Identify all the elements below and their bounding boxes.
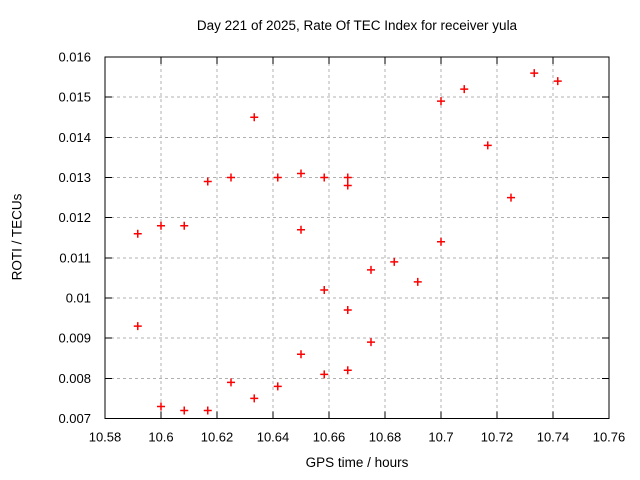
data-point-marker bbox=[343, 306, 352, 315]
x-tick-label: 10.66 bbox=[313, 430, 346, 445]
y-tick-label: 0.014 bbox=[58, 130, 91, 145]
data-point-marker bbox=[367, 265, 375, 274]
data-point-marker bbox=[227, 378, 235, 387]
x-tick-label: 10.68 bbox=[369, 430, 402, 445]
y-tick-label: 0.01 bbox=[66, 291, 91, 306]
x-tick-label: 10.62 bbox=[201, 430, 234, 445]
data-point-marker bbox=[133, 322, 142, 331]
data-point-marker bbox=[180, 406, 189, 415]
data-point-marker bbox=[413, 277, 422, 286]
data-point-marker bbox=[203, 177, 212, 186]
data-point-marker bbox=[297, 225, 305, 234]
x-tick-label: 10.64 bbox=[257, 430, 290, 445]
data-point-marker bbox=[273, 173, 282, 182]
y-tick-label: 0.007 bbox=[58, 411, 91, 426]
y-tick-label: 0.008 bbox=[58, 371, 91, 386]
data-point-marker bbox=[320, 173, 329, 182]
x-tick-label: 10.74 bbox=[537, 430, 570, 445]
data-point-marker bbox=[343, 366, 352, 375]
data-point-marker bbox=[343, 173, 352, 182]
data-point-marker bbox=[297, 350, 305, 359]
data-point-marker bbox=[507, 193, 515, 202]
y-tick-label: 0.013 bbox=[58, 170, 91, 185]
data-point-marker bbox=[367, 338, 375, 347]
x-tick-label: 10.76 bbox=[593, 430, 626, 445]
x-tick-label: 10.58 bbox=[89, 430, 122, 445]
y-tick-label: 0.016 bbox=[58, 50, 91, 65]
data-point-marker bbox=[250, 113, 259, 122]
data-point-marker bbox=[157, 402, 165, 411]
data-point-marker bbox=[343, 181, 352, 190]
data-point-marker bbox=[460, 85, 469, 94]
data-point-marker bbox=[203, 406, 212, 415]
y-tick-label: 0.009 bbox=[58, 331, 91, 346]
data-point-marker bbox=[180, 221, 189, 230]
data-point-marker bbox=[250, 394, 259, 403]
data-point-marker bbox=[437, 237, 445, 246]
data-point-marker bbox=[390, 257, 399, 266]
x-tick-label: 10.72 bbox=[481, 430, 514, 445]
data-point-marker bbox=[227, 173, 235, 182]
data-point-marker bbox=[133, 229, 142, 238]
y-tick-label: 0.011 bbox=[59, 250, 91, 265]
x-tick-label: 10.7 bbox=[428, 430, 453, 445]
y-tick-label: 0.012 bbox=[58, 210, 91, 225]
data-point-marker bbox=[157, 221, 165, 230]
data-point-marker bbox=[273, 382, 282, 391]
y-tick-label: 0.015 bbox=[58, 90, 91, 105]
data-point-marker bbox=[553, 77, 562, 86]
x-axis-title: GPS time / hours bbox=[305, 455, 409, 470]
data-point-marker bbox=[530, 69, 539, 78]
chart-title: Day 221 of 2025, Rate Of TEC Index for r… bbox=[196, 18, 518, 33]
data-point-marker bbox=[437, 97, 445, 106]
data-point-marker bbox=[320, 370, 329, 379]
data-point-marker bbox=[483, 141, 492, 150]
plot-border bbox=[104, 56, 610, 419]
data-point-marker bbox=[297, 169, 305, 178]
x-tick-label: 10.6 bbox=[148, 430, 173, 445]
data-point-marker bbox=[320, 285, 329, 294]
